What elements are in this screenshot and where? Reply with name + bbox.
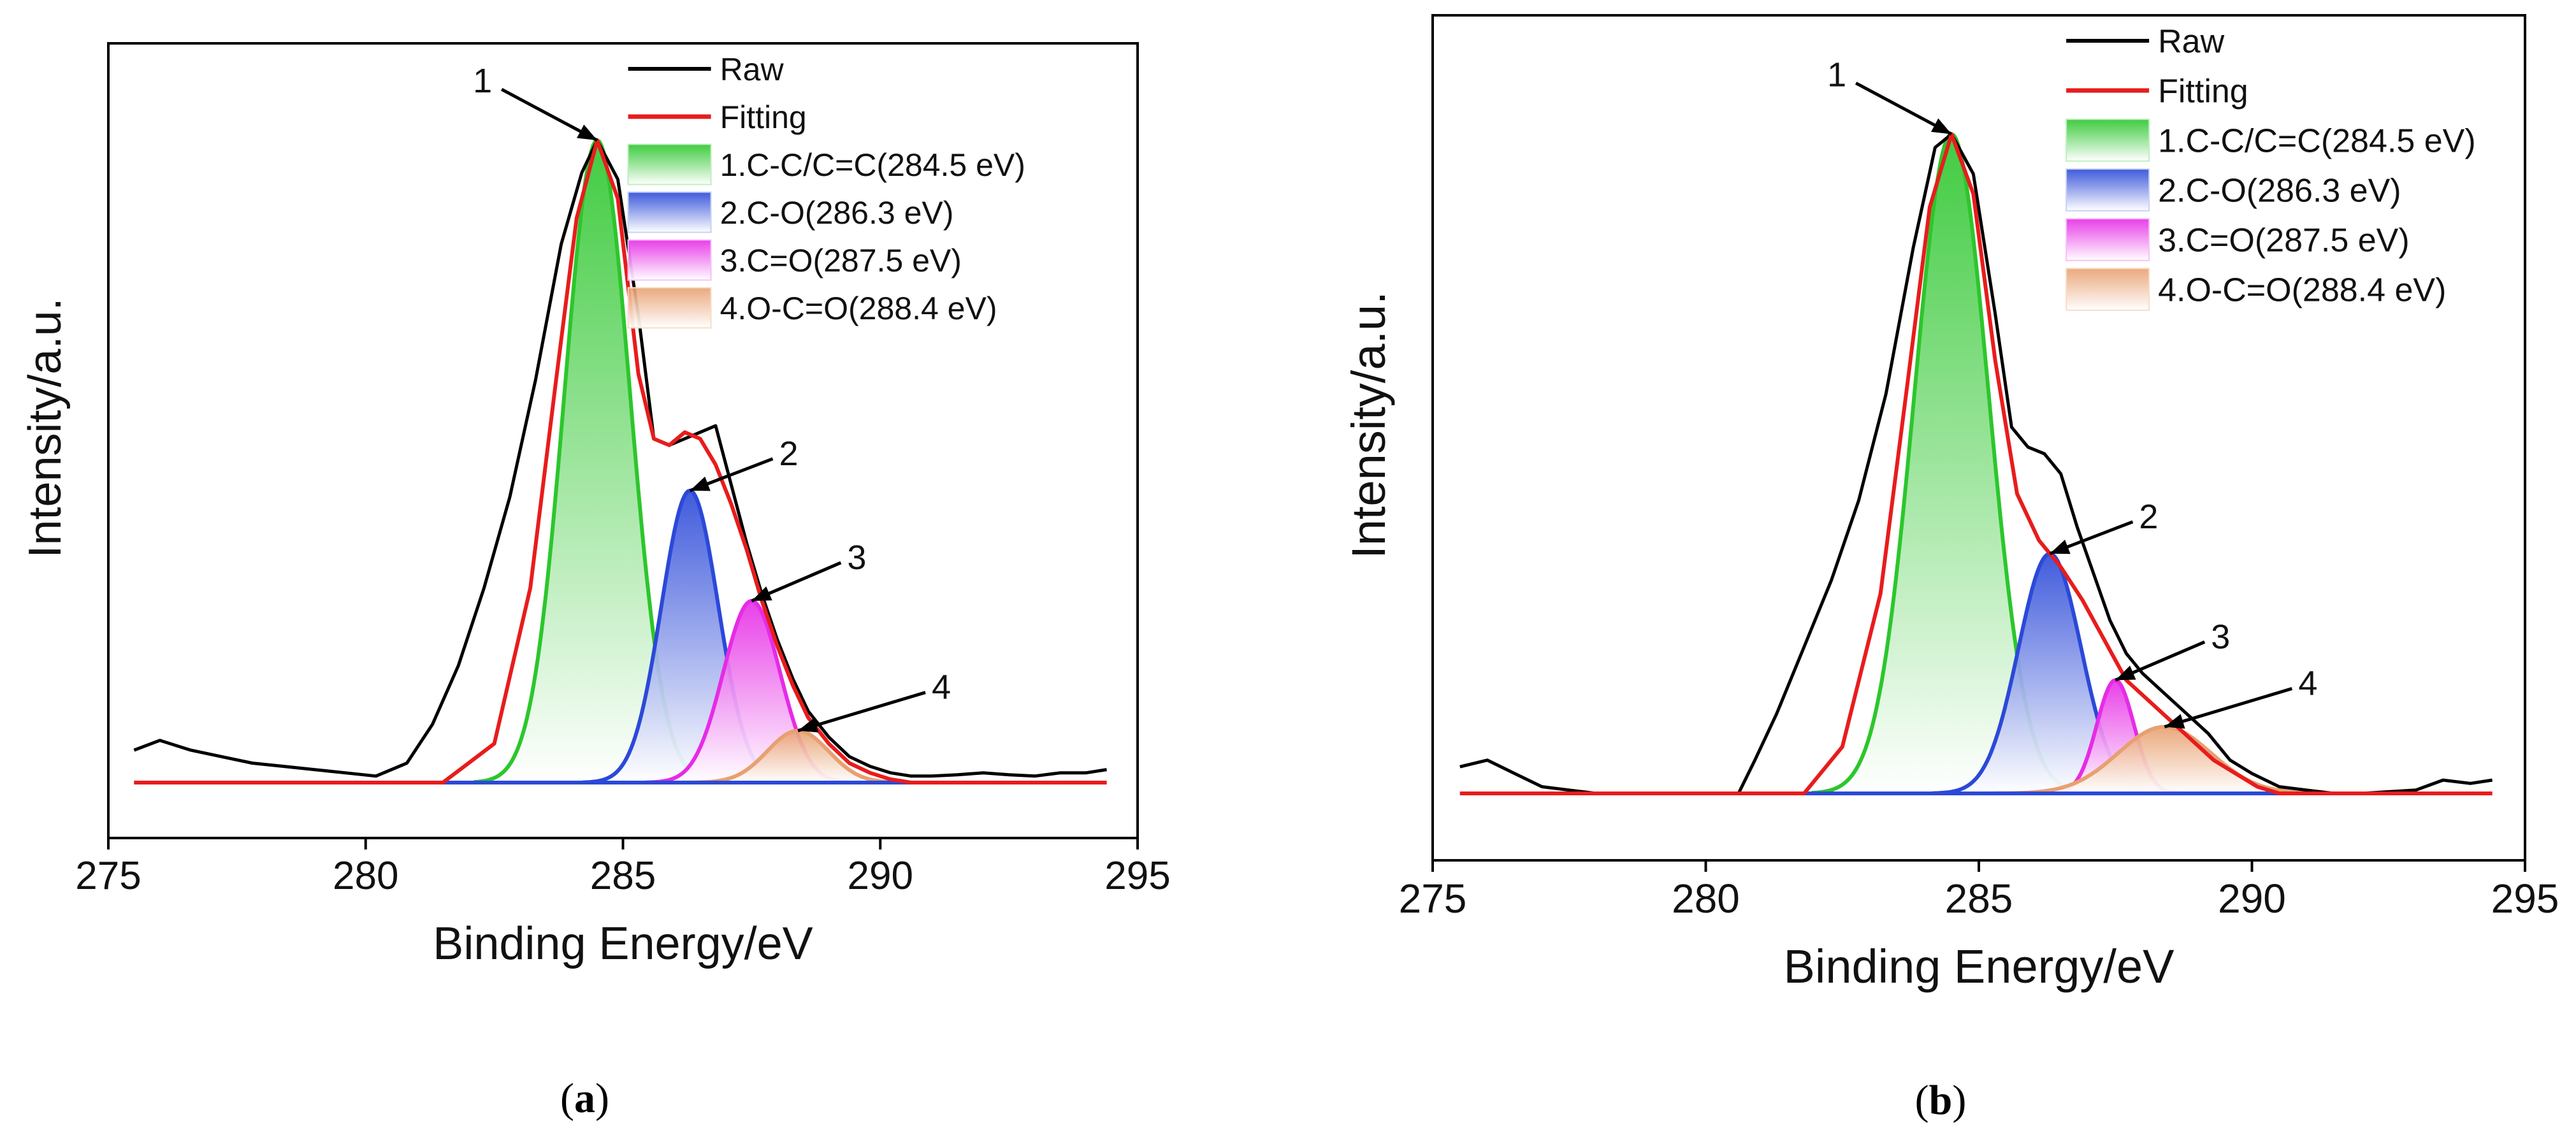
legend-entry-label: Fitting	[720, 99, 807, 135]
x-tick-label: 280	[333, 854, 398, 898]
legend-entry-label: 3.C=O(287.5 eV)	[2158, 222, 2410, 259]
annotation-arrowhead-3	[2115, 665, 2136, 681]
annotation-label-2: 2	[2139, 498, 2158, 536]
annotation-label-4: 4	[932, 669, 951, 707]
annotation-arrowhead-1	[577, 124, 598, 141]
x-tick-label: 295	[1104, 854, 1170, 898]
annotation-arrowhead-1	[1931, 118, 1952, 134]
x-tick-label: 290	[848, 854, 913, 898]
component-fill-4	[683, 730, 913, 783]
annotation-arrowhead-2	[690, 476, 711, 491]
annotation-arrow-4	[2164, 687, 2293, 728]
legend-entry-label: 4.O-C=O(288.4 eV)	[720, 291, 997, 326]
legend-entry-label: Fitting	[2158, 73, 2248, 110]
fitting-line	[134, 138, 1107, 784]
legend-swatch-component-2	[2066, 168, 2150, 212]
y-axis-label: Intensity/a.u.	[20, 298, 71, 558]
panel-letter: b	[1929, 1077, 1953, 1124]
annotation-arrowhead-3	[751, 586, 772, 601]
x-axis-label: Binding Energy/eV	[1784, 940, 2175, 993]
legend-entry-label: 2.C-O(286.3 eV)	[2158, 173, 2401, 210]
legend-entry-label: 1.C-C/C=C(284.5 eV)	[720, 147, 1025, 183]
annotation-arrowhead-4	[798, 718, 819, 733]
annotation-label-1: 1	[1827, 55, 1846, 94]
component-fill-3	[644, 601, 859, 783]
annotation-arrowhead-4	[2164, 714, 2185, 729]
x-axis-label: Binding Energy/eV	[433, 918, 813, 969]
annotation-arrow-4	[797, 691, 926, 732]
annotation-label-2: 2	[779, 435, 798, 473]
chart-panel-a: 275 280 285 290 295 1 2 3 4 Raw Fitting 1.C-C/C=C(2…	[20, 42, 1171, 1122]
panel-letter: a	[574, 1075, 595, 1122]
legend-swatch-component-3	[627, 239, 712, 281]
x-tick-label: 280	[1672, 876, 1740, 922]
legend: Raw Fitting 1.C-C/C=C(284.5 eV) 2.C-O(286.3…	[2066, 24, 2476, 311]
annotation-label-4: 4	[2298, 665, 2317, 703]
x-tick-label: 285	[1945, 876, 2013, 922]
legend-swatch-component-4	[627, 287, 712, 329]
legend-entry-label: Raw	[2158, 24, 2224, 61]
legend-swatch-component-1	[627, 143, 712, 185]
component-fill-2	[582, 490, 797, 783]
panel-label: (a)	[560, 1075, 609, 1122]
x-tick-label: 275	[1399, 876, 1467, 922]
component-line-4	[683, 728, 913, 784]
component-fill-1	[1811, 134, 2092, 793]
component-fill-1	[474, 140, 721, 783]
legend-swatch-component-3	[2066, 218, 2150, 261]
annotation-label-3: 3	[847, 538, 866, 577]
legend: Raw Fitting 1.C-C/C=C(284.5 eV) 2.C-O(286.3…	[627, 52, 1025, 329]
raw-line	[133, 138, 1107, 778]
x-tick-label: 275	[75, 854, 141, 898]
panel-label: (b)	[1915, 1077, 1967, 1124]
legend-swatch-component-4	[2066, 268, 2150, 311]
annotation-label-1: 1	[473, 62, 492, 100]
component-fill-4	[1990, 726, 2340, 793]
component-fill-3	[2045, 680, 2185, 793]
legend-swatch-component-2	[627, 191, 712, 233]
x-tick-label: 290	[2218, 876, 2286, 922]
legend-entry-label: 1.C-C/C=C(284.5 eV)	[2158, 123, 2476, 160]
annotation-arrowhead-2	[2050, 539, 2071, 554]
component-fill-2	[1932, 553, 2168, 793]
y-axis-label: Intensity/a.u.	[1342, 291, 1395, 559]
legend-entry-label: 3.C=O(287.5 eV)	[720, 243, 962, 278]
annotation-label-3: 3	[2211, 618, 2230, 656]
legend-entry-label: 4.O-C=O(288.4 eV)	[2158, 272, 2446, 309]
legend-entry-label: Raw	[720, 52, 785, 87]
legend-swatch-component-1	[2066, 119, 2150, 162]
x-tick-label: 295	[2491, 876, 2559, 922]
chart-panel-b: 275 280 285 290 295 1 2 3 4 Raw Fitting 1.C-C/C=C(2…	[1342, 14, 2559, 1124]
x-tick-label: 285	[590, 854, 656, 898]
legend-entry-label: 2.C-O(286.3 eV)	[720, 195, 954, 231]
